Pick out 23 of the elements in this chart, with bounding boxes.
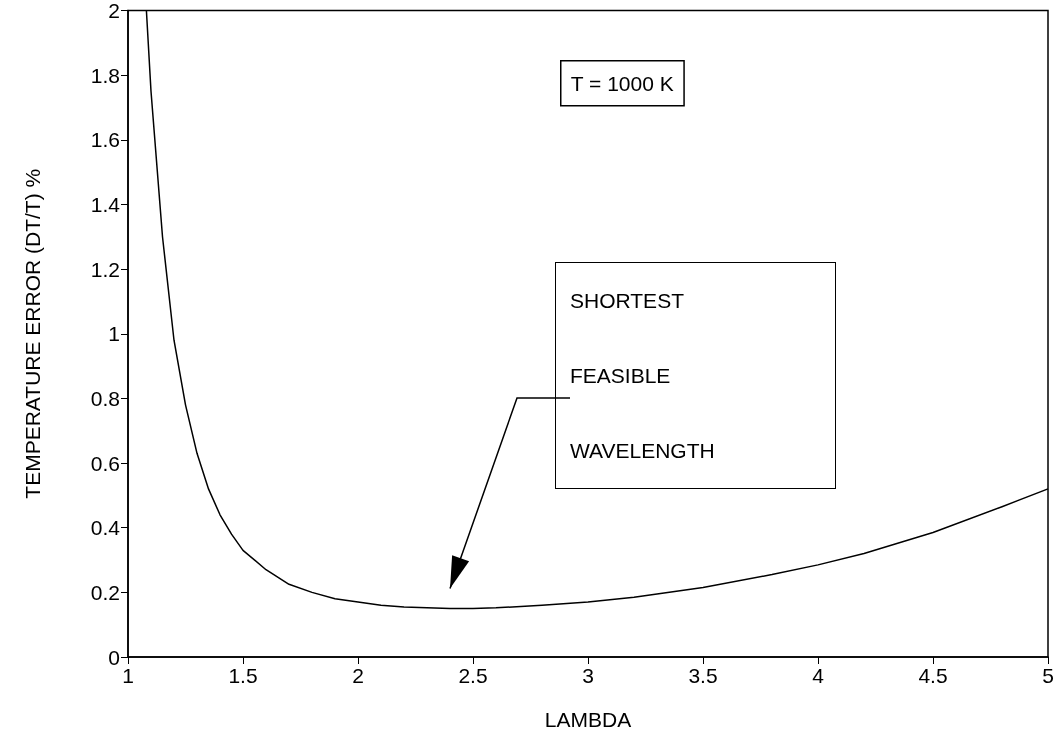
y-tick-label: 1.4: [90, 192, 121, 216]
x-tick-label: 4: [812, 664, 825, 687]
y-axis-title: TEMPERATURE ERROR (DT/T) %: [21, 168, 44, 499]
y-tick-label: 1.2: [90, 257, 120, 281]
x-tick-label: 5: [1042, 664, 1054, 687]
x-tick-label: 4.5: [918, 664, 948, 687]
y-tick-label: 0.4: [90, 516, 121, 540]
x-axis-title: LAMBDA: [544, 708, 632, 731]
y-tick-label: 0: [108, 645, 120, 669]
y-tick-label: 2: [108, 0, 120, 22]
y-tick-label: 1: [108, 322, 120, 346]
y-tick-label: 0.2: [90, 580, 120, 604]
y-tick-label: 1.8: [90, 63, 120, 87]
annotation: T = 1000 K: [570, 71, 674, 95]
text: SHORTEST FEASIBLE WAVELENGTH: [570, 289, 715, 462]
y-tick-label: 0.6: [90, 451, 120, 475]
x-tick-label: 1.5: [228, 664, 258, 687]
x-tick-label: 3: [582, 664, 594, 687]
x-tick-label: 2.5: [458, 664, 488, 687]
y-tick-label: 0.8: [90, 386, 120, 410]
x-tick-label: 3.5: [688, 664, 718, 687]
y-tick-label: 1.6: [90, 128, 120, 152]
x-tick-label: 2: [352, 664, 364, 687]
